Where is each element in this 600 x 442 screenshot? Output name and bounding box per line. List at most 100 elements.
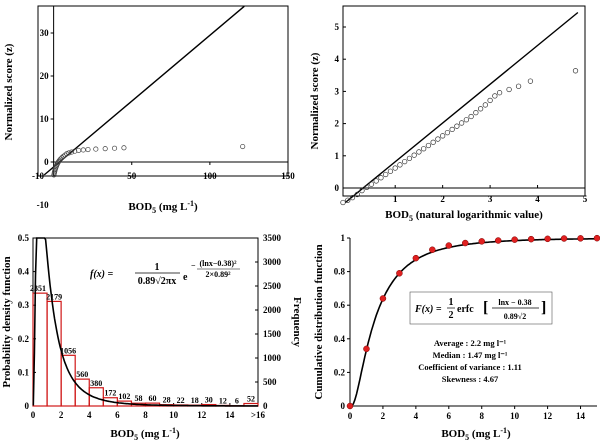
qq-linear-point [60,153,66,159]
qq-linear-point [59,155,65,161]
qq-linear-y-tick-label: 30 [40,28,50,38]
qq-linear-x-label-sub: 5 [152,206,156,215]
histogram-y2-tick-label: 0 [263,401,268,411]
qq-log-point [411,152,417,158]
histogram-x-tick-label: 12 [197,410,207,420]
cdf-stat-cov: Coefficient of variance : 1.11 [418,362,522,372]
cdf-point [560,235,568,242]
qq-log-point [458,120,465,126]
cdf-stats: Average : 2.2 mg l⁻¹ Median : 1.47 mg l⁻… [418,338,522,384]
qq-log-y-tick-label: 5 [335,22,340,32]
cdf-y-tick-label: 1 [341,233,346,243]
qq-linear-point [69,149,75,155]
cdf-equation-frac-num: 1 [449,297,454,308]
qq-log-point [482,102,489,108]
cdf-y-tick-label: 0.6 [334,300,346,310]
qq-log-point [449,126,455,133]
cdf-point [494,237,502,244]
cdf-x-tick-label: 14 [576,411,586,421]
qq-linear-axes: 0 10 20 30 -10 50 100 150 -10 [32,5,295,210]
cdf-panel: 00.20.40.60.810 2 4 6 8 10 12 14 F(x) = 1 2 erf… [313,233,600,442]
qq-log-point [373,178,379,184]
cdf-y-tick-label: 0 [341,401,346,411]
histogram-x-tick-label: 10 [169,410,179,420]
histogram-bar-label: 28 [163,396,171,405]
cdf-y-tick-label: 0.8 [334,267,346,277]
histogram-y-tick-label: 0 [25,401,30,411]
qq-log-point [368,181,375,187]
histogram-y2-tick-label: 2500 [263,281,282,291]
histogram-bar-label: 380 [90,379,102,388]
cdf-x-label-unit: (mg L [469,428,500,440]
qq-linear-point [121,145,127,151]
qq-log-point [430,139,436,145]
qq-linear-x-label-close: ) [194,201,198,213]
qq-log-point [421,146,427,152]
cdf-stat-average: Average : 2.2 mg l⁻¹ [434,338,507,348]
qq-log-y-tick-label: 3 [335,86,340,96]
qq-linear-point [64,151,70,157]
histogram-axes: 00.10.20.30.40.5050010001500200025003000… [18,233,282,420]
qq-log-point [406,155,413,162]
histogram-x-tick-label: 4 [87,410,92,420]
histogram-bar-label: 102 [118,392,130,401]
histogram-y-tick-label: 0.4 [18,267,30,277]
histogram-bar [74,378,90,407]
cdf-equation-erfc: erfc [457,304,474,315]
cdf-x-label-sub: 5 [465,433,469,442]
cdf-x-tick-label: 4 [414,411,419,421]
histogram-x-tick-label: 2 [59,410,64,420]
histogram-panel: 00.10.20.30.40.5050010001500200025003000… [1,233,303,442]
qq-linear-y-label: Normalized score (z) [3,43,15,140]
pdf-equation-lhs: f(x) = [90,269,113,280]
qq-log-y-tick-label: 1 [335,151,340,161]
histogram-y2-tick-label: 1500 [263,329,282,339]
cdf-point [511,236,518,243]
qq-linear-point [72,148,78,154]
cdf-x-tick-label: 10 [510,411,520,421]
qq-log-point [477,106,484,112]
qq-linear-point [66,150,72,156]
qq-log-x-tick-label: 5 [583,194,588,204]
cdf-curve [349,237,598,407]
qq-log-points [340,68,579,206]
histogram-bar-label: 1056 [60,346,76,355]
qq-log-point [359,187,365,194]
cdf-point [396,270,403,277]
qq-linear-x-label-sup: -1 [187,199,194,208]
histogram-bar [88,387,104,407]
qq-linear-point [102,146,108,152]
pdf-equation-exp-top: (lnx−0.38)² [200,259,238,268]
qq-linear-y-tick-label: 20 [40,71,50,81]
qq-log-point [454,123,460,129]
cdf-point [577,235,584,242]
histogram-y2-tick-label: 3000 [263,257,282,267]
cdf-point [429,246,436,254]
cdf-point [527,235,535,243]
cdf-point [412,254,420,262]
cdf-point [462,239,469,247]
cdf-x-tick-label: 0 [348,411,353,421]
cdf-stat-median: Median : 1.47 mg l⁻¹ [433,350,508,360]
histogram-y-label: Probability density function [1,256,13,387]
qq-log-point [487,97,493,104]
qq-log-point [492,93,498,99]
qq-log-x-label-unit: (natural logarithmic value) [413,209,543,221]
histogram-x-label-sub: 5 [134,433,138,442]
qq-linear-point [112,145,118,151]
histogram-x-label: BOD5 (mg L-1) [110,426,180,442]
histogram-y-tick-label: 0.3 [18,300,30,310]
cdf-point [346,402,354,410]
pdf-equation-numerator: 1 [155,262,160,273]
histogram-bar-label: 30 [205,396,213,405]
pdf-curve [32,237,258,407]
cdf-axes: 00.20.40.60.810 2 4 6 8 10 12 14 [334,233,597,421]
cdf-equation-close-bracket: ] [541,299,546,316]
histogram-y2-tick-label: 2000 [263,305,282,315]
histogram-bar-label: 12 [219,396,227,405]
qq-linear-fit-line [43,5,245,176]
cdf-equation-arg-top: lnx − 0.38 [498,298,531,307]
qq-log-point [506,86,512,93]
histogram-x-tick-label: 6 [115,410,120,420]
cdf-x-label-close: ) [507,428,511,440]
